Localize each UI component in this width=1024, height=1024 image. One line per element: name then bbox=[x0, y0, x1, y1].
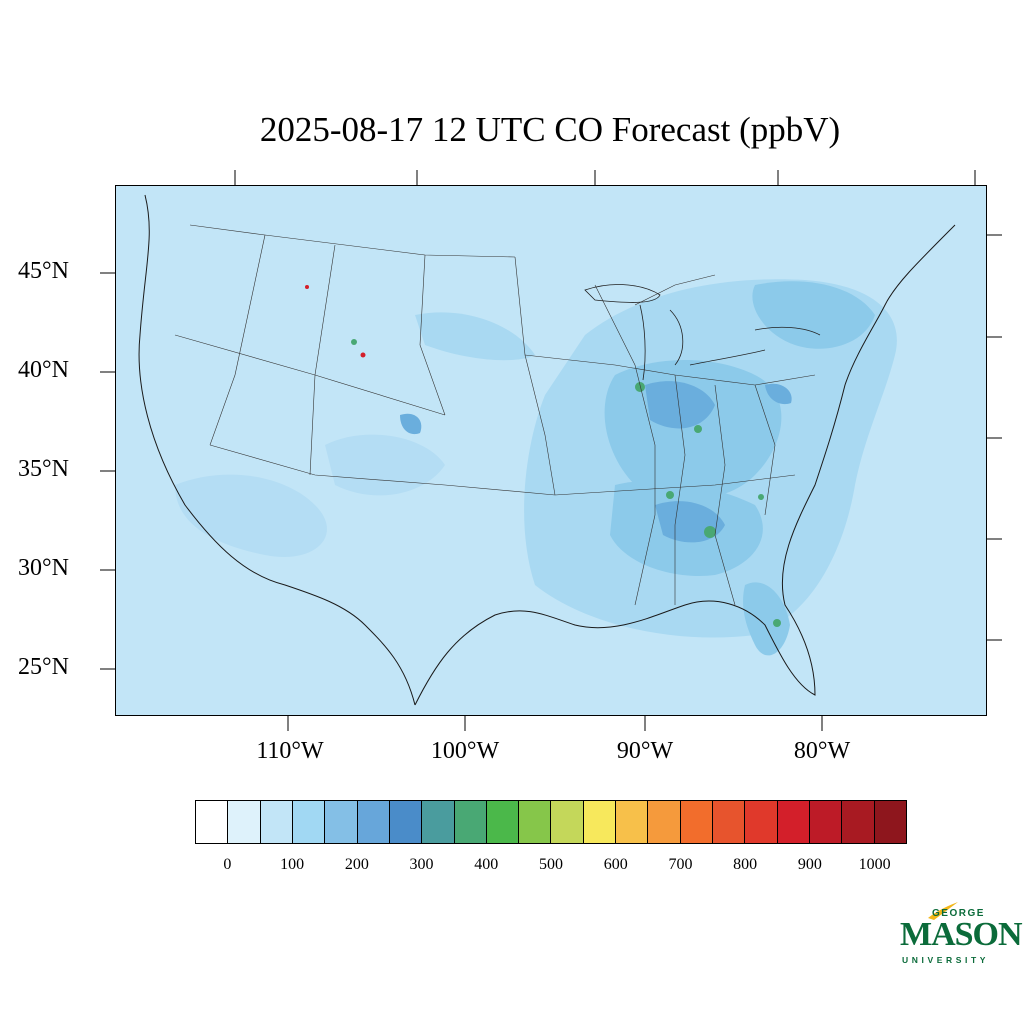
colorbar-swatch bbox=[874, 801, 906, 843]
colorbar-swatch bbox=[583, 801, 617, 843]
colorbar-swatch bbox=[745, 801, 778, 843]
colorbar-tick-label: 200 bbox=[344, 856, 369, 873]
lat-label-45: 45°N bbox=[18, 258, 69, 284]
lon-label-90w: 90°W bbox=[616, 738, 674, 764]
state-boundaries bbox=[174, 224, 816, 606]
us-coastline bbox=[138, 194, 956, 706]
colorbar-tick-label: 700 bbox=[668, 856, 693, 873]
elevated-northeast bbox=[752, 281, 875, 349]
colorbar-tick-label: 500 bbox=[539, 856, 563, 873]
hotspot-chicago bbox=[635, 382, 645, 392]
logo-university: UNIVERSITY bbox=[902, 955, 990, 965]
hotspot-carolina bbox=[758, 494, 764, 500]
colorbar-swatch bbox=[196, 801, 229, 843]
colorbar-tick-label: 900 bbox=[797, 856, 822, 873]
colorbar-swatch bbox=[325, 801, 358, 843]
lon-label-80w: 80°W bbox=[793, 738, 851, 764]
elevated-florida bbox=[743, 582, 790, 656]
colorbar-swatch bbox=[228, 801, 261, 843]
lat-label-30: 30°N bbox=[18, 555, 69, 581]
high-colorado bbox=[400, 413, 422, 435]
colorbar-tick-label: 800 bbox=[733, 856, 758, 873]
hotspot-florida bbox=[773, 619, 781, 627]
colorbar-swatch bbox=[777, 801, 810, 843]
colorbar-swatch bbox=[422, 801, 455, 843]
colorbar bbox=[195, 800, 907, 844]
moderate-band-4corners bbox=[325, 434, 445, 496]
colorbar-swatch bbox=[292, 801, 326, 843]
colorbar-swatch bbox=[648, 801, 681, 843]
colorbar-swatch bbox=[713, 801, 746, 843]
colorbar-swatch bbox=[357, 801, 390, 843]
colorbar-swatch bbox=[260, 801, 293, 843]
lat-label-35: 35°N bbox=[18, 456, 69, 482]
colorbar-tick-label: 100 bbox=[280, 856, 305, 873]
lon-label-100w: 100°W bbox=[430, 738, 500, 764]
map-frame-border bbox=[115, 185, 987, 716]
co-forecast-map bbox=[115, 185, 987, 716]
great-lakes bbox=[584, 284, 821, 381]
colorbar-swatch bbox=[389, 801, 423, 843]
high-mid-atlantic bbox=[765, 383, 792, 405]
lat-label-25: 25°N bbox=[18, 654, 69, 680]
high-ohio bbox=[645, 381, 715, 429]
colorbar-tick-label: 1000 bbox=[858, 856, 891, 873]
colorbar-swatch bbox=[680, 801, 713, 843]
moderate-band-southwest bbox=[175, 474, 327, 557]
colorbar-swatch bbox=[519, 801, 552, 843]
map-title: 2025-08-17 12 UTC CO Forecast (ppbV) bbox=[259, 110, 841, 149]
lon-label-110w: 110°W bbox=[256, 738, 324, 764]
colorbar-swatch bbox=[809, 801, 843, 843]
gmu-logo: GEORGE MASON UNIVERSITY bbox=[898, 900, 1023, 970]
logo-mason: MASON bbox=[900, 916, 1023, 953]
colorbar-tick-label: 300 bbox=[409, 856, 434, 873]
hotspot-alabama bbox=[704, 526, 716, 538]
hotspot-ohio bbox=[694, 425, 702, 433]
hotspot-tennessee bbox=[666, 491, 674, 499]
lat-label-40: 40°N bbox=[18, 357, 69, 383]
hotspot-montana-fire bbox=[305, 285, 309, 289]
logo-george: GEORGE bbox=[932, 908, 985, 919]
colorbar-tick-label: 400 bbox=[474, 856, 499, 873]
colorbar-swatch bbox=[616, 801, 649, 843]
logo-swoosh-icon bbox=[928, 902, 958, 920]
colorbar-swatch bbox=[551, 801, 584, 843]
moderate-band-plains bbox=[415, 312, 535, 361]
hotspot-wyoming bbox=[351, 339, 357, 345]
colorbar-tick-label: 0 bbox=[223, 856, 232, 873]
hotspot-wyoming-fire bbox=[360, 352, 366, 358]
colorbar-swatch bbox=[486, 801, 520, 843]
colorbar-swatch bbox=[454, 801, 487, 843]
co-concentration-contours bbox=[175, 279, 897, 656]
colorbar-tick-label: 600 bbox=[603, 856, 628, 873]
colorbar-swatch bbox=[842, 801, 875, 843]
map-plot-area bbox=[115, 185, 987, 716]
